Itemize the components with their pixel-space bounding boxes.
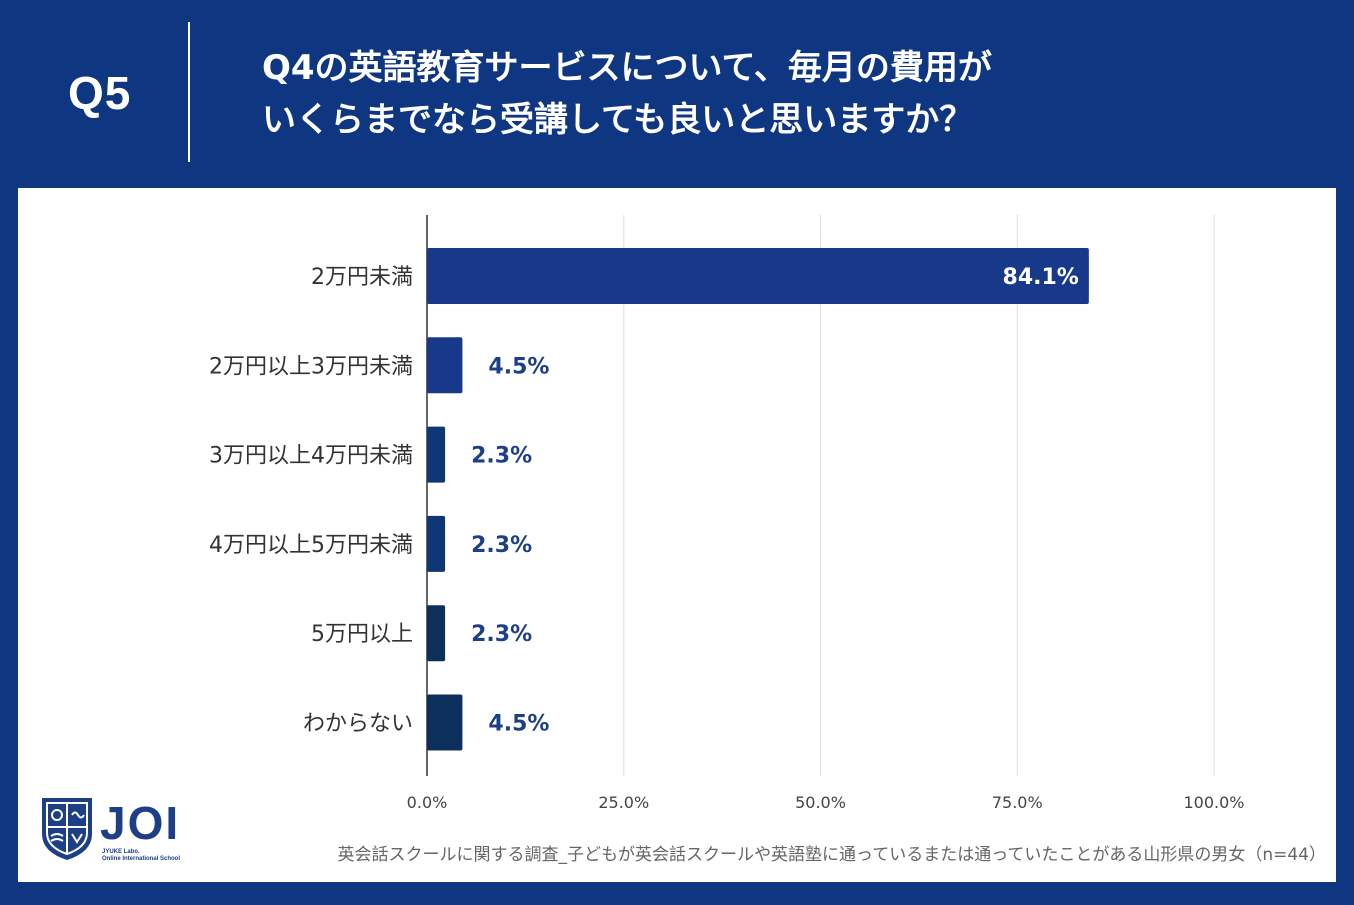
logo-sub-line-2: Online International School (102, 856, 181, 862)
x-tick-label: 25.0% (598, 793, 649, 812)
logo-subtitle: JYUKE Labo. Online International School (102, 849, 222, 863)
x-tick-label: 50.0% (795, 793, 846, 812)
category-label: 2万円以上3万円未満 (209, 354, 413, 379)
survey-footnote: 英会話スクールに関する調査_子どもが英会話スクールや英語塾に通っているまたは通っ… (337, 845, 1326, 865)
logo-sub-line-1: JYUKE Labo. (102, 849, 140, 855)
logo-name: JOI (100, 797, 181, 849)
category-label: わからない (303, 712, 413, 737)
question-line-1: Q4の英語教育サービスについて、毎月の費用が (262, 48, 992, 88)
category-label: 3万円以上4万円未満 (209, 444, 413, 469)
bar (427, 248, 1089, 304)
value-label: 2.3% (471, 533, 532, 558)
question-line-2: いくらまでなら受講しても良いと思いますか？ (262, 100, 974, 140)
x-tick-label: 100.0% (1183, 793, 1244, 812)
bar-chart: 0.0% 25.0% 50.0% 75.0% 100.0% 2万円未満 84.1% 2万円以上… (209, 215, 1245, 812)
bar (427, 515, 446, 572)
question-number: Q5 (68, 67, 132, 119)
joi-logo: JOI JYUKE Labo. Online International Sch… (38, 794, 218, 866)
header: Q5 Q4の英語教育サービスについて、毎月の費用が いくらまでなら受講しても良い… (0, 0, 1354, 188)
bar (427, 337, 463, 394)
category-label: 4万円以上5万円未満 (209, 533, 413, 558)
shield-logo-icon (42, 798, 92, 860)
value-label: 4.5% (488, 712, 549, 737)
x-tick-label: 0.0% (407, 793, 448, 812)
value-label: 2.3% (471, 444, 532, 469)
x-tick-label: 75.0% (992, 793, 1043, 812)
header-divider (188, 22, 190, 162)
bar (427, 694, 463, 751)
value-label: 2.3% (471, 622, 532, 647)
value-label: 84.1% (1003, 265, 1079, 290)
value-label: 4.5% (488, 354, 549, 379)
chart-panel: 0.0% 25.0% 50.0% 75.0% 100.0% 2万円未満 84.1% 2万円以上… (18, 188, 1336, 882)
bar (427, 426, 446, 483)
question-title: Q4の英語教育サービスについて、毎月の費用が いくらまでなら受講しても良いと思い… (262, 42, 1262, 146)
category-label: 5万円以上 (311, 622, 413, 647)
category-label: 2万円未満 (311, 265, 413, 290)
bar (427, 605, 446, 662)
